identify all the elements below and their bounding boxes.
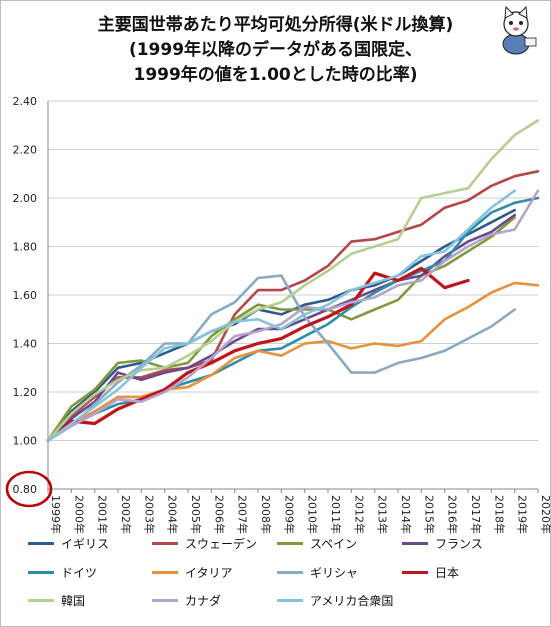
y-tick-label: 1.00 xyxy=(13,435,38,448)
y-tick-label: 2.00 xyxy=(13,192,38,205)
legend-item: カナダ xyxy=(152,592,221,608)
series-line-10 xyxy=(46,189,517,442)
x-tick-label: 2001年 xyxy=(96,495,110,534)
series-line-8 xyxy=(46,119,540,442)
legend-swatch xyxy=(152,570,178,574)
legend-label: スペイン xyxy=(310,536,358,551)
series-lines xyxy=(46,119,540,443)
legend-item: フランス xyxy=(402,535,483,551)
legend-swatch xyxy=(152,598,178,602)
legend-label: 日本 xyxy=(435,565,460,580)
legend-swatch xyxy=(402,570,428,574)
y-tick-label: 1.60 xyxy=(13,289,38,302)
series-line-9 xyxy=(46,189,540,442)
plot-area xyxy=(47,101,538,490)
legend-swatch xyxy=(28,570,54,574)
x-tick-label: 2005年 xyxy=(189,495,203,534)
y-tick-label: 1.20 xyxy=(13,386,38,399)
x-tick-label: 2019年 xyxy=(516,495,530,534)
y-tick-label: 2.40 xyxy=(13,95,38,108)
x-tick-label: 2003年 xyxy=(142,495,156,534)
chart-title-line-3: 1999年の値を1.00とした時の比率) xyxy=(133,65,418,85)
y-axis-labels: 0.80 1.00 1.20 1.40 1.60 1.80 2.00 2.20 2.40 xyxy=(13,95,38,496)
x-tick-label: 2015年 xyxy=(422,495,436,534)
series-line-6 xyxy=(46,274,517,442)
legend-swatch xyxy=(152,541,178,545)
x-tick-label: 2004年 xyxy=(166,495,180,534)
y-tick-label: 2.20 xyxy=(13,144,38,157)
legend-label: フランス xyxy=(435,536,483,551)
legend-label: ギリシャ xyxy=(310,565,359,580)
legend-item: ドイツ xyxy=(28,564,97,580)
x-tick-label: 2016年 xyxy=(446,495,460,534)
legend-item: アメリカ合衆国 xyxy=(277,592,393,608)
legend-label: イギリス xyxy=(61,536,110,551)
series-line-5 xyxy=(46,281,540,442)
legend-label: ドイツ xyxy=(61,565,98,580)
chart-title-line-1: 主要国世帯あたり平均可処分所得(米ドル換算) xyxy=(97,15,454,35)
legend-label: カナダ xyxy=(185,593,222,608)
chart-title-line-2: (1999年以降のデータがある国限定、 xyxy=(128,40,423,60)
legend-item: ギリシャ xyxy=(277,564,358,580)
x-tick-label: 2017年 xyxy=(469,495,483,534)
legend-swatch xyxy=(28,541,54,545)
highlight-circle xyxy=(5,470,53,508)
legend-swatch xyxy=(402,541,428,545)
legend-swatch xyxy=(28,598,54,602)
legend-swatch xyxy=(277,541,303,545)
y-tick-label: 1.40 xyxy=(13,338,38,351)
legend-item: 韓国 xyxy=(28,592,85,608)
x-tick-label: 2018年 xyxy=(492,495,506,534)
x-axis-labels: 1999年 2000年 2001年 2002年 2003年 2004年 2005年 2006年… xyxy=(47,489,551,534)
legend-label: アメリカ合衆国 xyxy=(310,593,394,608)
x-tick-label: 2009年 xyxy=(282,495,296,534)
x-tick-label: 2020年 xyxy=(539,495,551,534)
x-tick-label: 2014年 xyxy=(399,495,413,534)
x-tick-label: 2006年 xyxy=(212,495,226,534)
x-tick-label: 2000年 xyxy=(72,495,86,534)
series-line-0 xyxy=(46,208,517,442)
legend-item: イタリア xyxy=(152,564,233,580)
legend-item: スウェーデン xyxy=(152,535,257,551)
legend-label: 韓国 xyxy=(61,593,86,608)
legend-item: 日本 xyxy=(402,564,459,580)
legend-item: スペイン xyxy=(277,535,357,551)
x-tick-label: 1999年 xyxy=(49,495,63,534)
x-tick-label: 2011年 xyxy=(329,495,343,534)
legend-swatch xyxy=(277,570,303,574)
legend-swatch xyxy=(277,598,303,602)
x-tick-label: 2013年 xyxy=(376,495,390,534)
y-tick-label: 0.80 xyxy=(13,483,38,496)
x-tick-label: 2008年 xyxy=(259,495,273,534)
x-tick-label: 2012年 xyxy=(352,495,366,534)
legend-item: イギリス xyxy=(28,535,109,551)
x-tick-label: 2010年 xyxy=(306,495,320,534)
series-line-7 xyxy=(46,266,470,443)
x-tick-label: 2002年 xyxy=(119,495,133,534)
x-tick-label: 2007年 xyxy=(236,495,250,534)
cat-mascot-icon xyxy=(502,5,537,55)
y-tick-label: 1.80 xyxy=(13,241,38,254)
legend-label: イタリア xyxy=(185,565,233,580)
legend-label: スウェーデン xyxy=(185,536,258,551)
